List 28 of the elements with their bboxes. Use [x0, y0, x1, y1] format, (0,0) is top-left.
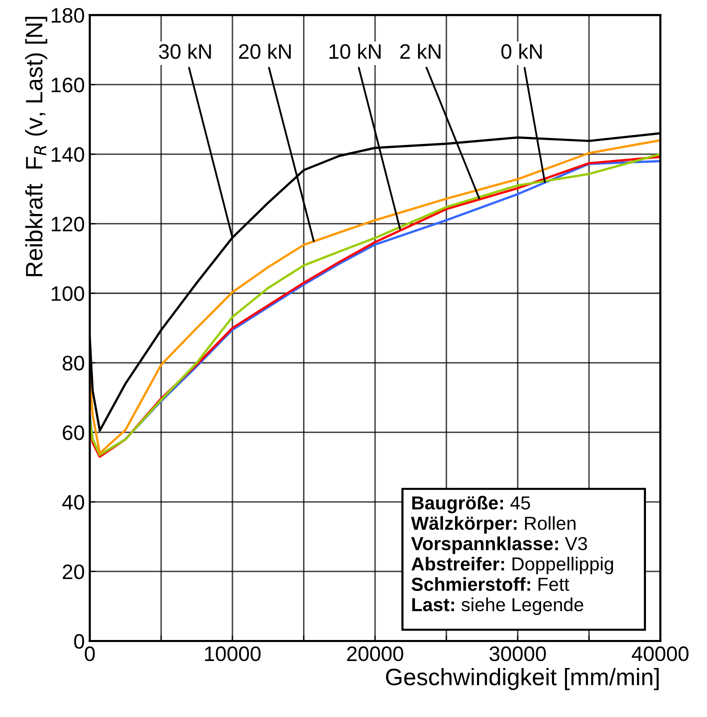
y-tick-label: 100: [52, 286, 84, 302]
annotation: 20 kN: [239, 44, 291, 59]
annotation: 30 kN: [158, 44, 211, 59]
x-tick-label: 10000: [205, 646, 261, 662]
y-axis-title: Reibkraft F$_{R}$ (v, Last) [N]: [25, 16, 48, 276]
annotation: Schmierstoff: Fett: [412, 577, 570, 591]
y-tick-label: 120: [52, 216, 84, 232]
y-tick-label: 0: [74, 634, 84, 649]
x-tick-label: 0: [84, 646, 95, 662]
x-tick-label: 30000: [490, 646, 546, 662]
x-axis-title: Geschwindigkeit [mm/min]: [386, 668, 659, 690]
annotation: Last: siehe Legende: [412, 598, 584, 615]
annotation: Abstreifer: Doppellippig: [411, 556, 614, 574]
y-tick-label: 40: [62, 494, 84, 510]
annotation: 10 kN: [329, 44, 381, 59]
y-tick-label: 180: [52, 8, 84, 23]
y-tick-label: 60: [62, 425, 84, 440]
y-tick-label: 140: [52, 147, 84, 162]
y-tick-label: 160: [52, 78, 84, 92]
x-tick-label: 20000: [347, 646, 404, 662]
x-tick-label: 40000: [632, 646, 688, 662]
annotation: 2 kN: [400, 44, 440, 59]
annotation: Wälzkörper: Rollen: [411, 516, 576, 534]
annotation: Baugröße: 45: [412, 496, 530, 514]
annotation: 0 kN: [501, 44, 542, 59]
y-tick-label: 80: [62, 356, 84, 371]
annotation: Vorspannklasse: V3: [411, 536, 587, 554]
y-tick-label: 20: [62, 564, 84, 580]
